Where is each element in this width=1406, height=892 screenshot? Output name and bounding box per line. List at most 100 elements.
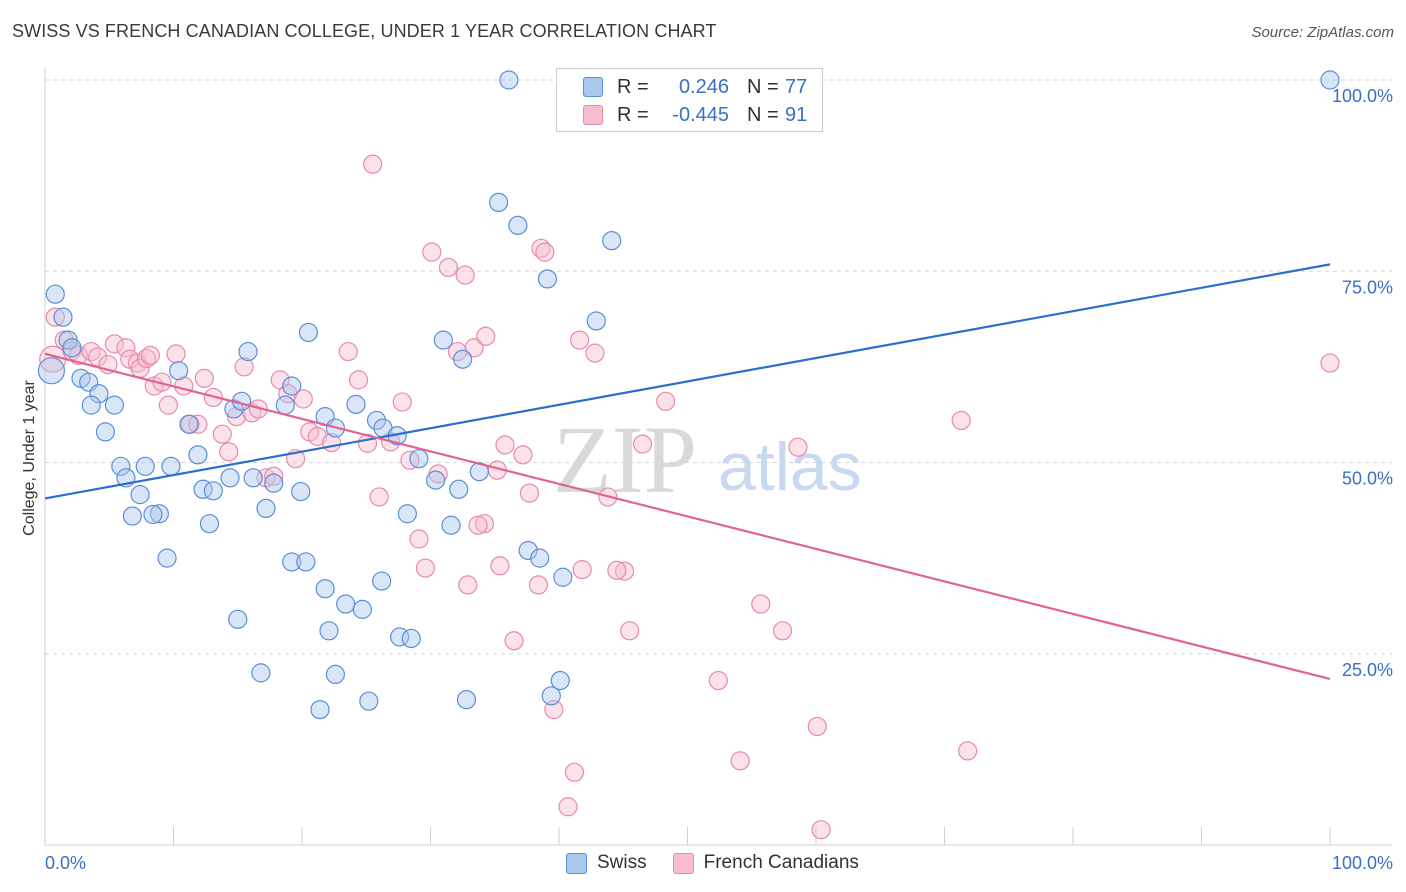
french-canadians-point (81, 341, 101, 362)
french-canadians-point (528, 575, 549, 595)
french-canadians-point (219, 442, 239, 462)
y-tick-labels: 25.0% 50.0% 75.0% 100.0% (1332, 86, 1393, 680)
swiss-point (310, 699, 330, 720)
french-canadians-point (569, 330, 590, 350)
legend-n-value-swiss: 77 (785, 75, 808, 98)
swiss-point (135, 456, 155, 476)
french-canadians-point (519, 483, 540, 503)
swiss-point (296, 552, 316, 572)
swiss-point (220, 468, 240, 488)
french-canadians-point (1320, 353, 1340, 373)
watermark: ZIP atlas (553, 406, 862, 513)
legend-item-french-canadians[interactable]: French Canadians (672, 852, 859, 874)
french-canadians-point (951, 410, 971, 431)
french-canadians-point (409, 529, 429, 549)
swiss-point (157, 548, 177, 568)
swiss-point (228, 609, 248, 629)
swiss-point (602, 231, 622, 251)
french-canadians-point (104, 334, 124, 354)
y-tick-label: 25.0% (1342, 660, 1393, 680)
legend-row-french: R = -0.445 N = 91 (583, 103, 807, 127)
legend-item-swiss[interactable]: Swiss (566, 852, 647, 874)
legend-r-label: R = (617, 103, 649, 126)
swiss-point (298, 322, 319, 343)
legend-swatch-french (672, 852, 694, 874)
swiss-point (518, 540, 538, 561)
watermark-zip: ZIP (553, 406, 697, 513)
french-canadians-point (607, 560, 627, 580)
legend-label-swiss: Swiss (597, 852, 647, 873)
swiss-point (359, 691, 379, 711)
legend-n-label: N = (747, 75, 779, 98)
swiss-point (282, 552, 302, 572)
legend-row-swiss: R = 0.246 N = 77 (583, 75, 807, 99)
french-canadians-point (194, 368, 214, 388)
french-canadians-point (415, 558, 435, 578)
french-canadians-point (468, 515, 488, 535)
french-canadians-point (490, 556, 510, 576)
french-canadians-point (807, 716, 827, 737)
french-canadians-point (788, 437, 808, 457)
swiss-point (508, 215, 528, 235)
swiss-point (251, 663, 271, 683)
french-canadians-point (226, 407, 247, 427)
chart-title: SWISS VS FRENCH CANADIAN COLLEGE, UNDER … (12, 21, 717, 41)
french-canadians-point (264, 466, 284, 486)
french-canadians-point (458, 575, 478, 595)
swiss-point (199, 514, 220, 534)
french-canadians-point (558, 797, 578, 817)
french-canadians-point (212, 424, 232, 444)
swiss-point (453, 349, 473, 369)
french-canadians-point (811, 820, 831, 840)
french-canadians-point (464, 338, 484, 358)
swiss-point (95, 422, 115, 442)
swiss-point (441, 515, 461, 535)
french-canadians-point (369, 487, 389, 507)
swiss-point (89, 384, 109, 404)
grid-lines (45, 79, 1392, 655)
french-canadians-point (293, 389, 313, 409)
french-canadians-point (730, 751, 750, 771)
swiss-point (315, 579, 335, 599)
french-canadians-trend-line (44, 352, 1331, 681)
french-canadians-point (656, 391, 676, 411)
french-canadians-point (363, 154, 383, 174)
swiss-point (433, 330, 453, 350)
x-tick-label: 100.0% (1332, 853, 1393, 873)
french-canadians-point (632, 434, 653, 454)
french-canadians-point (564, 762, 585, 782)
french-canadians-point (572, 559, 592, 580)
swiss-point (499, 70, 519, 90)
swiss-point (111, 456, 131, 476)
french-canadians-point (476, 326, 496, 346)
french-canadians-point (392, 392, 412, 412)
swiss-point (130, 485, 150, 505)
french-canadians-point (504, 631, 524, 651)
swiss-point (336, 594, 356, 614)
french-canadians-point (422, 242, 442, 262)
swiss-point (553, 567, 573, 587)
swiss-point (122, 506, 142, 526)
swiss-point (243, 468, 263, 488)
swiss-point (169, 361, 189, 381)
french-canadians-point (68, 345, 89, 365)
swiss-point (586, 311, 606, 331)
swiss-point (401, 628, 421, 649)
swiss-point (291, 481, 311, 502)
swiss-point (149, 504, 169, 524)
swiss-point (489, 192, 509, 212)
series-legend: Swiss French Canadians (566, 852, 885, 874)
swiss-point (537, 269, 558, 289)
french-canadians-point (234, 357, 254, 377)
x-tick-label: 0.0% (45, 853, 86, 873)
legend-swatch-swiss (566, 852, 587, 874)
swiss-point (264, 473, 284, 493)
swiss-point (161, 456, 181, 476)
french-canadians-point (438, 257, 459, 278)
swiss-point (238, 341, 258, 362)
y-tick-label: 50.0% (1342, 469, 1393, 489)
swiss-point (550, 670, 570, 691)
legend-swatch-french (583, 105, 603, 125)
french-canadians-point (45, 307, 65, 327)
legend-r-value-french: -0.445 (672, 103, 729, 126)
